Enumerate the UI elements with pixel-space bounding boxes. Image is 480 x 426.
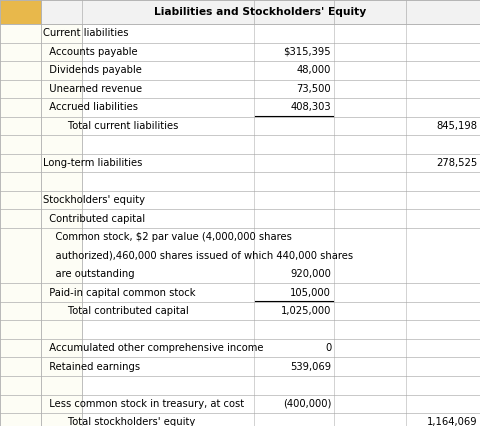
Bar bbox=[0, 376, 41, 394]
Text: $315,395: $315,395 bbox=[284, 47, 331, 57]
Text: Total current liabilities: Total current liabilities bbox=[43, 121, 179, 131]
Text: Contributed capital: Contributed capital bbox=[43, 213, 145, 224]
Bar bbox=[41, 209, 82, 228]
Bar bbox=[0, 191, 480, 209]
Bar bbox=[41, 283, 82, 302]
Bar bbox=[41, 191, 82, 209]
Text: Accrued liabilities: Accrued liabilities bbox=[43, 102, 138, 112]
Bar bbox=[0, 172, 480, 191]
Text: 845,198: 845,198 bbox=[437, 121, 478, 131]
Bar bbox=[0, 283, 41, 302]
Bar bbox=[0, 228, 41, 283]
Bar bbox=[41, 302, 82, 320]
Text: 1,025,000: 1,025,000 bbox=[281, 306, 331, 316]
Bar bbox=[41, 320, 82, 339]
Bar bbox=[0, 135, 480, 154]
Bar bbox=[0, 135, 41, 154]
Bar bbox=[41, 357, 82, 376]
Text: Total stockholders' equity: Total stockholders' equity bbox=[43, 417, 195, 426]
Bar bbox=[41, 80, 82, 98]
Bar bbox=[0, 117, 41, 135]
Text: 1,164,069: 1,164,069 bbox=[427, 417, 478, 426]
Text: are outstanding: are outstanding bbox=[43, 269, 135, 279]
Bar bbox=[41, 117, 82, 135]
Text: authorized),460,000 shares issued of which 440,000 shares: authorized),460,000 shares issued of whi… bbox=[43, 250, 353, 261]
Bar bbox=[0, 117, 480, 135]
Bar bbox=[41, 376, 82, 394]
Bar bbox=[0, 172, 41, 191]
Bar bbox=[0, 302, 41, 320]
Text: (400,000): (400,000) bbox=[283, 399, 331, 409]
Text: Long-term liabilities: Long-term liabilities bbox=[43, 158, 143, 168]
Text: Accumulated other comprehensive income: Accumulated other comprehensive income bbox=[43, 343, 264, 353]
Bar bbox=[41, 413, 82, 426]
Bar bbox=[0, 209, 480, 228]
Text: Unearned revenue: Unearned revenue bbox=[43, 84, 143, 94]
Text: 73,500: 73,500 bbox=[297, 84, 331, 94]
Bar bbox=[41, 154, 82, 172]
Bar bbox=[41, 339, 82, 357]
Bar bbox=[0, 209, 41, 228]
Bar bbox=[0, 413, 41, 426]
Bar bbox=[0, 302, 480, 320]
Bar bbox=[41, 172, 82, 191]
Text: 920,000: 920,000 bbox=[290, 269, 331, 279]
Bar bbox=[0, 154, 41, 172]
Bar bbox=[0, 339, 480, 357]
Bar bbox=[0, 283, 480, 302]
Bar bbox=[0, 98, 480, 117]
Text: Current liabilities: Current liabilities bbox=[43, 29, 129, 38]
Bar bbox=[41, 0, 480, 24]
Text: Stockholders' equity: Stockholders' equity bbox=[43, 195, 145, 205]
Bar bbox=[0, 43, 480, 61]
Text: Accounts payable: Accounts payable bbox=[43, 47, 138, 57]
Bar bbox=[0, 357, 480, 376]
Bar bbox=[0, 43, 41, 61]
Bar bbox=[0, 320, 41, 339]
Text: Paid-in capital common stock: Paid-in capital common stock bbox=[43, 288, 196, 298]
Bar bbox=[0, 24, 41, 43]
Bar bbox=[41, 98, 82, 117]
Text: 539,069: 539,069 bbox=[290, 362, 331, 372]
Bar bbox=[0, 228, 480, 283]
Text: 48,000: 48,000 bbox=[297, 65, 331, 75]
Bar bbox=[41, 24, 82, 43]
Bar bbox=[41, 61, 82, 80]
Text: 408,303: 408,303 bbox=[290, 102, 331, 112]
Bar bbox=[0, 339, 41, 357]
Text: 0: 0 bbox=[325, 343, 331, 353]
Bar bbox=[41, 135, 82, 154]
Bar bbox=[0, 0, 41, 24]
Bar bbox=[0, 376, 480, 394]
Bar bbox=[0, 320, 480, 339]
Bar bbox=[41, 228, 82, 283]
Bar bbox=[0, 394, 41, 413]
Bar bbox=[0, 80, 41, 98]
Bar bbox=[0, 80, 480, 98]
Bar bbox=[41, 43, 82, 61]
Bar bbox=[0, 61, 41, 80]
Bar bbox=[0, 413, 480, 426]
Bar bbox=[41, 394, 82, 413]
Bar bbox=[0, 24, 480, 43]
Bar bbox=[0, 61, 480, 80]
Text: Retained earnings: Retained earnings bbox=[43, 362, 140, 372]
Bar bbox=[0, 357, 41, 376]
Text: Liabilities and Stockholders' Equity: Liabilities and Stockholders' Equity bbox=[155, 7, 366, 17]
Text: Less common stock in treasury, at cost: Less common stock in treasury, at cost bbox=[43, 399, 244, 409]
Bar bbox=[0, 154, 480, 172]
Text: 105,000: 105,000 bbox=[290, 288, 331, 298]
Bar bbox=[0, 394, 480, 413]
Text: Common stock, $2 par value (4,000,000 shares: Common stock, $2 par value (4,000,000 sh… bbox=[43, 232, 292, 242]
Text: Dividends payable: Dividends payable bbox=[43, 65, 142, 75]
Bar bbox=[0, 98, 41, 117]
Text: Total contributed capital: Total contributed capital bbox=[43, 306, 189, 316]
Bar bbox=[0, 191, 41, 209]
Text: 278,525: 278,525 bbox=[436, 158, 478, 168]
